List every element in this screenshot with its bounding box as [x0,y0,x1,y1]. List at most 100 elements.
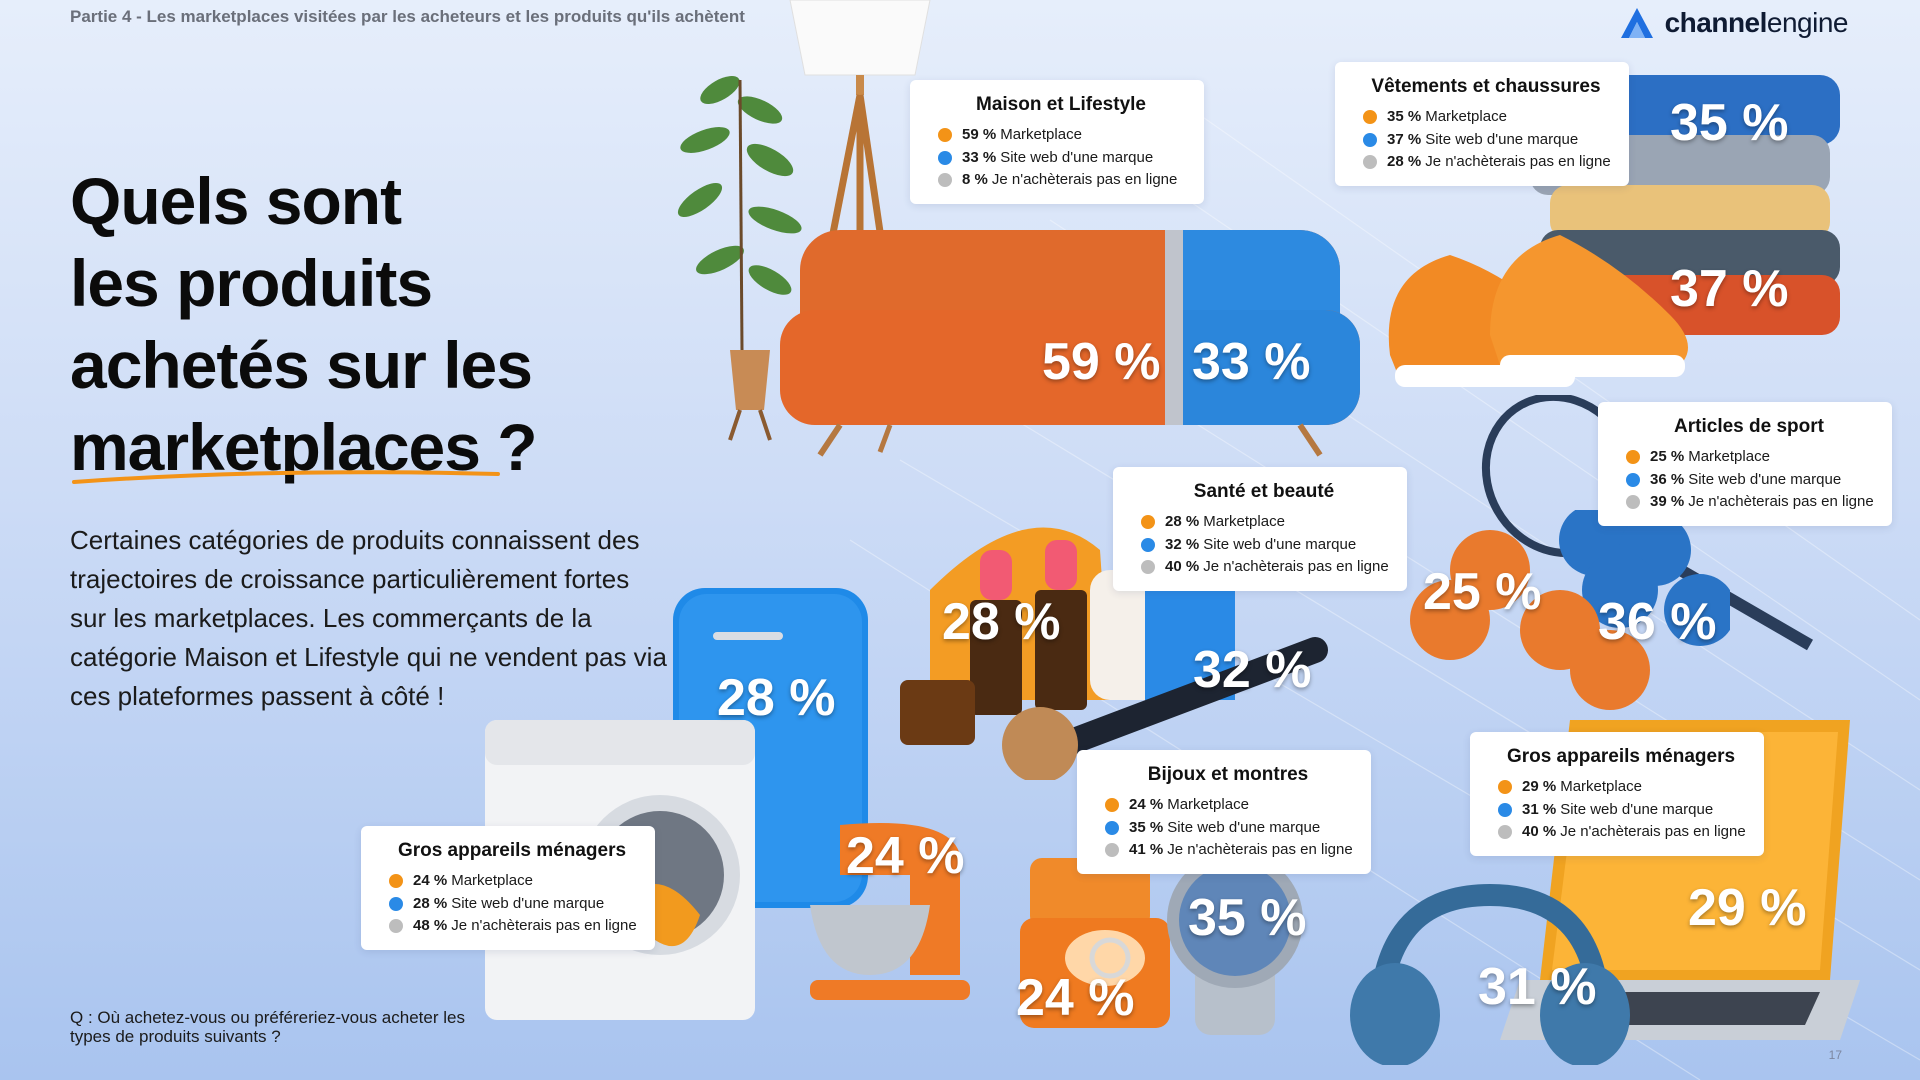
legend-label: Je n'achèterais pas en ligne [1425,153,1611,170]
legend-row-brand-site: 31 % Site web d'une marque [1498,799,1744,822]
legend-value: 35 % [1387,108,1422,125]
card-title: Articles de sport [1674,416,1824,437]
grey-dot-icon [1498,825,1512,840]
legend-row-brand-site: 37 % Site web d'une marque [1363,129,1609,152]
fridge-brand-percent: 28 % [717,669,836,727]
legend-label: Je n'achèterais pas en ligne [1688,493,1874,510]
legend-value: 28 % [1165,513,1200,530]
orange-dot-icon [1626,450,1640,465]
blue-dot-icon [1105,820,1119,835]
sport-brand-percent: 36 % [1598,593,1717,651]
page-title-line-3: achetés sur les [70,328,533,402]
legend-value: 33 % [962,148,997,166]
orange-dot-icon [1105,798,1119,813]
grey-dot-icon [389,919,403,934]
orange-dot-icon [1498,780,1512,795]
legend-label: Marketplace [1425,108,1507,125]
legend-value: 25 % [1650,448,1685,465]
legend-value: 39 % [1650,493,1685,510]
legend-row-brand-site: 35 % Site web d'une marque [1105,817,1351,840]
title-underline [72,470,500,484]
blue-dot-icon [1141,537,1155,552]
legend-row-marketplace: 24 % Marketplace [1105,794,1351,817]
survey-question: Q : Où achetez-vous ou préféreriez-vous … [70,1008,465,1046]
legend-value: 32 % [1165,535,1200,553]
legend-label: Marketplace [1203,513,1285,530]
legend-value: 28 % [413,894,448,912]
legend-row-not-online: 8 % Je n'achèterais pas en ligne [938,169,1184,192]
ring-marketplace-percent: 24 % [1016,969,1135,1027]
blue-dot-icon [1363,132,1377,147]
legend-value: 40 % [1165,558,1200,575]
legend-value: 29 % [1522,778,1557,795]
legend-row-not-online: 48 % Je n'achèterais pas en ligne [389,915,637,938]
legend-label: Site web d'une marque [1425,130,1579,148]
legend-label: Je n'achèterais pas en ligne [1203,558,1389,575]
grey-dot-icon [1363,155,1377,170]
card-articles-sport: Articles de sport 25 % Marketplace 36 % Si… [1598,402,1892,526]
ring-box-illustration [1020,858,1170,1028]
lipstick-marketplace-percent: 28 % [942,593,1061,651]
sofa-marketplace-percent: 59 % [1042,333,1161,391]
grey-dot-icon [1626,495,1640,510]
legend-row-marketplace: 25 % Marketplace [1626,446,1872,469]
sneakers-illustration [1388,235,1688,387]
logo-mark-icon [1620,8,1653,38]
legend-row-brand-site: 36 % Site web d'une marque [1626,469,1872,492]
orange-dot-icon [389,874,403,889]
card-title: Maison et Lifestyle [976,94,1146,115]
legend-value: 28 % [1387,153,1422,170]
grey-dot-icon [938,173,952,188]
legend-label: Je n'achèterais pas en ligne [1560,823,1746,840]
legend-label: Site web d'une marque [451,894,605,912]
legend-label: Site web d'une marque [1560,800,1714,818]
logo-text-bold: channel [1664,7,1768,38]
legend-row-brand-site: 33 % Site web d'une marque [938,147,1184,170]
page-title-line-2: les produits [70,246,433,320]
legend-value: 35 % [1129,818,1164,836]
makeup-illustration [900,527,1328,780]
breadcrumb: Partie 4 - Les marketplaces visitées par… [70,7,745,26]
orange-dot-icon [1363,110,1377,125]
shoes-brand-percent: 37 % [1670,260,1789,318]
channelengine-logo: channelengine [1617,6,1849,40]
legend-value: 31 % [1522,800,1557,818]
card-title: Bijoux et montres [1147,764,1309,785]
legend-row-marketplace: 29 % Marketplace [1498,776,1744,799]
legend-value: 36 % [1650,470,1685,488]
legend-row-not-online: 39 % Je n'achèterais pas en ligne [1626,491,1874,514]
legend-value: 24 % [413,872,448,889]
legend-value: 24 % [1129,796,1164,813]
clothes-marketplace-percent: 35 % [1670,94,1789,152]
legend-row-not-online: 40 % Je n'achèterais pas en ligne [1141,556,1389,579]
tennis-balls-illustration [1410,510,1730,710]
intro-paragraph: Certaines catégories de produits connais… [70,525,667,711]
legend-row-marketplace: 28 % Marketplace [1141,511,1387,534]
legend-row-not-online: 28 % Je n'achèterais pas en ligne [1363,151,1611,174]
legend-label: Site web d'une marque [1203,535,1357,553]
card-title: Vêtements et chaussures [1371,76,1601,97]
legend-value: 37 % [1387,130,1422,148]
card-vetements-chaussures: Vêtements et chaussures 35 % Marketplace … [1335,62,1629,186]
legend-label: Je n'achèterais pas en ligne [451,917,637,934]
card-title: Santé et beauté [1193,481,1335,502]
mixer-marketplace-percent: 24 % [846,827,965,885]
plant-illustration [677,76,802,441]
card-title: Gros appareils ménagers [1506,746,1736,767]
card-gros-appareils-right: Gros appareils ménagers 29 % Marketplace … [1470,732,1764,856]
grey-dot-icon [1141,560,1155,575]
legend-value: 48 % [413,917,448,934]
legend-label: Marketplace [451,872,533,889]
legend-value: 59 % [962,126,997,143]
card-bijoux-montres: Bijoux et montres 24 % Marketplace 35 % Si… [1077,750,1371,874]
legend-row-brand-site: 32 % Site web d'une marque [1141,534,1387,557]
sofa-illustration [780,230,1360,457]
stand-mixer-illustration [810,823,970,1000]
headphones-brand-percent: 31 % [1478,958,1597,1016]
card-maison-lifestyle: Maison et Lifestyle 59 % Marketplace 33 %… [910,80,1204,204]
legend-row-marketplace: 35 % Marketplace [1363,106,1609,129]
headphones-illustration [1350,883,1630,1065]
legend-label: Marketplace [1560,778,1642,795]
legend-label: Je n'achèterais pas en ligne [1167,841,1353,858]
cream-brand-percent: 32 % [1193,641,1312,699]
